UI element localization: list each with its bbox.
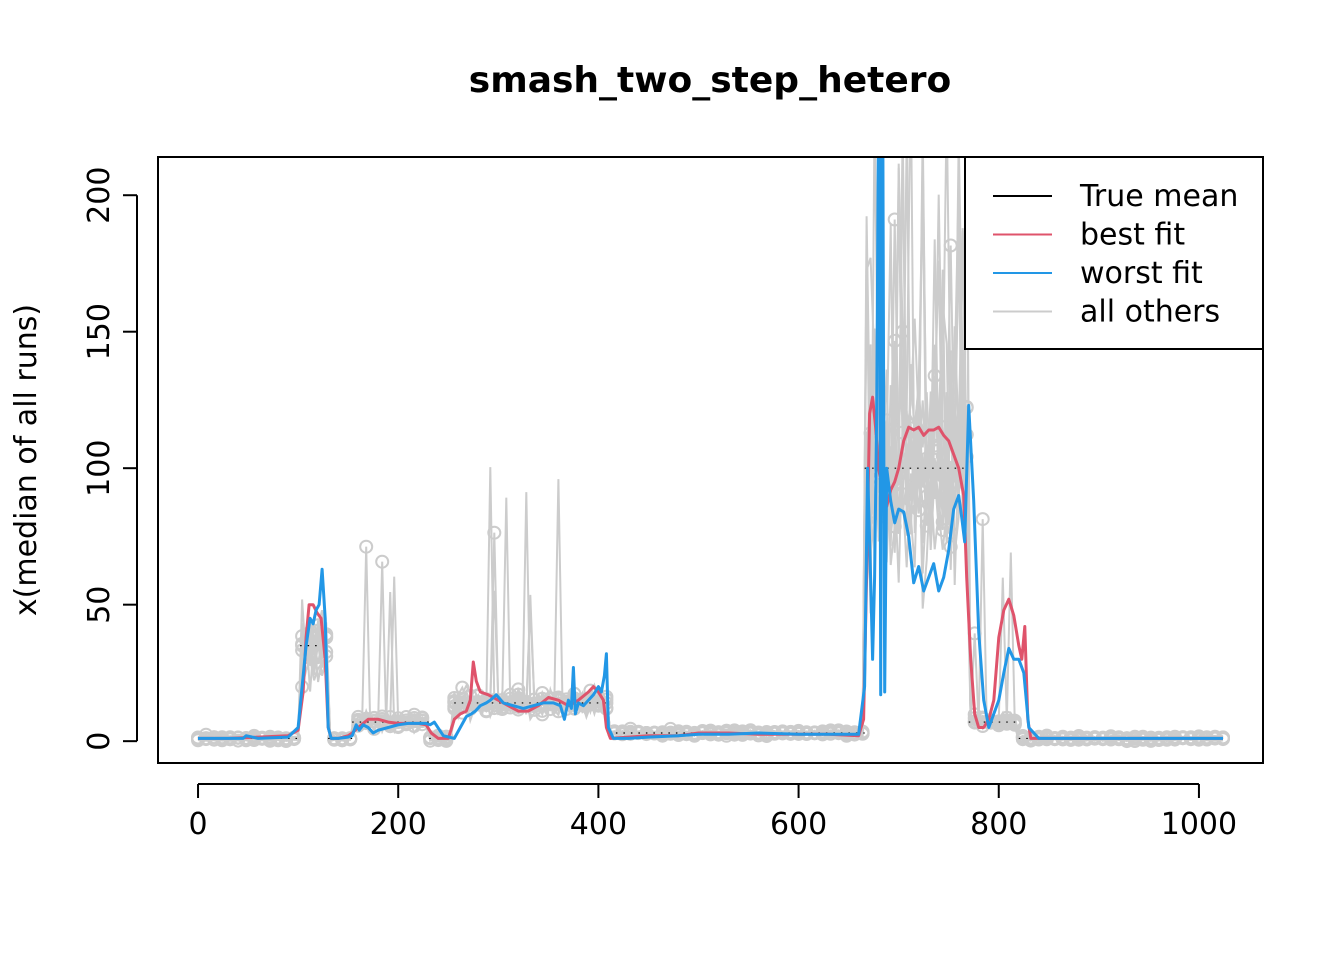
other-run-point <box>375 554 390 569</box>
y-tick-label: 50 <box>82 586 117 624</box>
y-tick-label: 200 <box>82 167 117 224</box>
axes-layer: 0 200 400 600 800 1000 0 50 100 150 200 <box>82 156 1264 842</box>
x-tick-label: 0 <box>188 807 207 842</box>
legend-label: worst fit <box>1080 256 1203 291</box>
y-tick-label: 100 <box>82 440 117 497</box>
fit-series-layer <box>198 157 1223 740</box>
y-tick-label: 0 <box>82 732 117 751</box>
worst-fit-line <box>198 157 1223 740</box>
other-run-point <box>975 512 990 527</box>
legend-label: all others <box>1080 295 1220 330</box>
x-tick-label: 1000 <box>1161 807 1237 842</box>
y-tick-label: 150 <box>82 303 117 360</box>
x-tick-label: 800 <box>970 807 1027 842</box>
legend-box <box>964 156 1264 350</box>
other-run-point <box>359 539 374 554</box>
x-tick-label: 600 <box>770 807 827 842</box>
chart-title: smash_two_step_hetero <box>469 60 951 101</box>
x-tick-label: 200 <box>370 807 427 842</box>
legend-label: best fit <box>1080 218 1185 253</box>
y-axis-label: x(median of all runs) <box>9 304 44 616</box>
plot-frame <box>157 156 1264 764</box>
legend-label: True mean <box>1079 179 1238 214</box>
x-tick-label: 400 <box>570 807 627 842</box>
